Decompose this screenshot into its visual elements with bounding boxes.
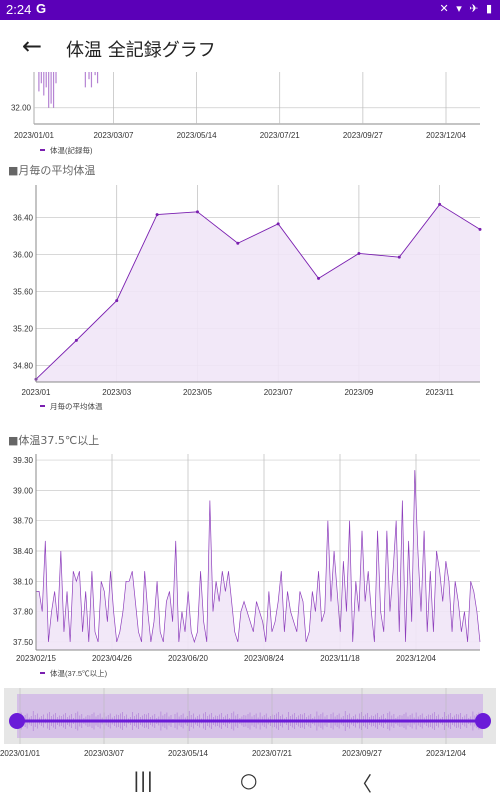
- x-tick-label: 2023/01/01: [14, 131, 55, 140]
- data-point: [276, 222, 280, 226]
- series-line: [36, 470, 481, 644]
- legend-label: 体温(37.5℃以上): [50, 668, 108, 678]
- y-tick-label: 39.00: [13, 486, 34, 495]
- page-title: 体温 全記録グラフ: [66, 40, 216, 61]
- y-tick-label: 37.80: [13, 608, 34, 617]
- back-nav-icon[interactable]: 〈: [352, 772, 372, 796]
- x-tick-label: 2023/06/20: [168, 654, 209, 663]
- y-tick-label: 36.00: [13, 250, 34, 259]
- record-chart: 33.0032.002023/01/012023/03/072023/05/14…: [11, 72, 480, 155]
- y-tick-label: 35.60: [13, 287, 34, 296]
- monthly-average-chart: 36.40 36.00 35.60 35.20 34.80 2023/01 2023/03 2…: [13, 185, 482, 411]
- legend-label: 体温(記録毎): [50, 145, 93, 155]
- data-point: [357, 251, 361, 255]
- chart-scroll-area[interactable]: 33.0032.002023/01/012023/03/072023/05/14…: [0, 72, 500, 760]
- x-tick-label: 2023/05/14: [177, 131, 218, 140]
- home-icon[interactable]: ○: [240, 768, 258, 792]
- area-fill: [36, 204, 480, 382]
- system-nav-bar: ||| ○ 〈: [0, 760, 500, 800]
- data-point: [478, 227, 482, 231]
- app-bar: ← 体温 全記録グラフ: [0, 20, 500, 72]
- y-tick-label: 36.40: [13, 213, 34, 222]
- x-tick-label: 2023/08/24: [244, 654, 285, 663]
- data-point: [317, 276, 321, 280]
- range-end-handle[interactable]: [475, 713, 491, 729]
- y-tick-label: 39.30: [13, 456, 34, 465]
- overview-x-tick-label: 2023/07/21: [252, 749, 293, 758]
- recent-apps-icon[interactable]: |||: [133, 768, 154, 792]
- overview-x-tick-label: 2023/12/04: [426, 749, 467, 758]
- status-bar: 2:24 G ✕ ▾ ✈ ▮: [0, 0, 500, 20]
- data-point: [397, 255, 401, 259]
- legend-swatch: [40, 405, 45, 407]
- data-point: [236, 241, 240, 245]
- x-tick-label: 2023/02/15: [16, 654, 57, 663]
- y-tick-label: 34.80: [13, 361, 34, 370]
- y-tick-label: 37.50: [13, 638, 34, 647]
- x-tick-label: 2023/03/07: [93, 131, 134, 140]
- legend-label: 月毎の平均体温: [50, 401, 103, 411]
- overview-x-tick-label: 2023/05/14: [168, 749, 209, 758]
- back-arrow-icon[interactable]: ←: [21, 32, 43, 60]
- x-tick-label: 2023/07: [264, 388, 293, 397]
- x-tick-label: 2023/09/27: [343, 131, 384, 140]
- x-tick-label: 2023/11: [425, 388, 454, 397]
- data-point: [74, 338, 78, 342]
- y-tick-label: 35.20: [13, 324, 34, 333]
- x-tick-label: 2023/11/18: [320, 654, 360, 663]
- x-tick-label: 2023/07/21: [260, 131, 301, 140]
- range-overview[interactable]: 2023/01/01 2023/03/07 2023/05/14 2023/07/21…: [0, 688, 500, 760]
- data-point: [195, 210, 199, 214]
- y-tick-label: 38.40: [13, 547, 34, 556]
- google-icon: G: [36, 1, 47, 16]
- range-start-handle[interactable]: [9, 713, 25, 729]
- overview-x-tick-label: 2023/01/01: [0, 749, 41, 758]
- monthly-section-title: ■月毎の平均体温: [8, 164, 96, 177]
- x-tick-label: 2023/12/04: [396, 654, 437, 663]
- x-tick-label: 2023/09: [344, 388, 373, 397]
- status-time: 2:24: [6, 2, 32, 17]
- y-tick-label: 38.70: [13, 517, 34, 526]
- x-tick-label: 2023/01: [22, 388, 51, 397]
- legend-swatch: [40, 149, 45, 151]
- y-tick-label: 32.00: [11, 104, 32, 113]
- series-line: [35, 203, 481, 380]
- x-tick-label: 2023/03: [102, 388, 131, 397]
- x-tick-label: 2023/12/04: [426, 131, 467, 140]
- data-point: [115, 299, 119, 303]
- data-point: [438, 202, 442, 206]
- fever-chart: 39.30 39.00 38.70 38.40 38.10 37.80 37.50 2023/…: [13, 454, 481, 678]
- overview-x-tick-label: 2023/03/07: [84, 749, 125, 758]
- x-tick-label: 2023/05: [183, 388, 212, 397]
- x-tick-label: 2023/04/26: [92, 654, 133, 663]
- data-point: [155, 213, 159, 217]
- overview-x-tick-label: 2023/09/27: [342, 749, 383, 758]
- status-icons: ✕ ▾ ✈ ▮: [439, 2, 494, 15]
- y-tick-label: 38.10: [13, 577, 34, 586]
- fever-section-title: ■体温37.5℃以上: [8, 434, 100, 447]
- legend-swatch: [40, 672, 45, 674]
